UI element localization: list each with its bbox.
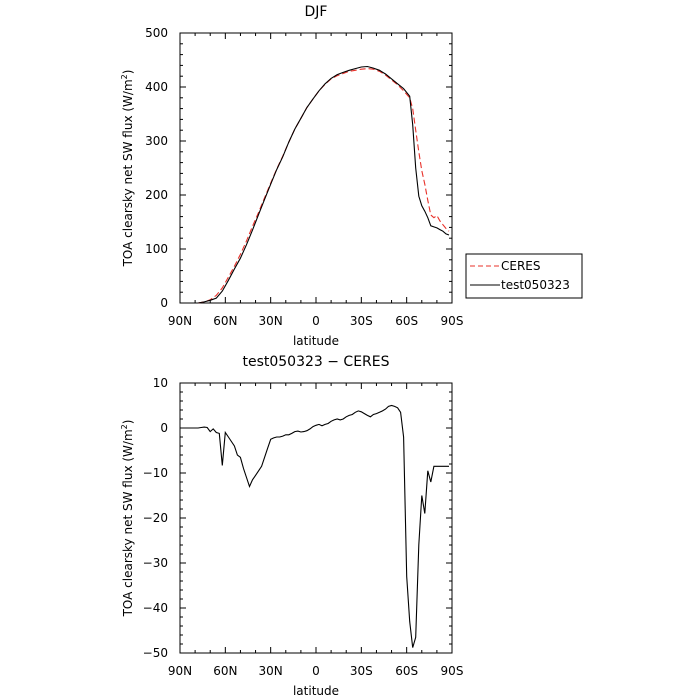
y-tick-label: 10: [153, 376, 168, 390]
y-tick-label: −10: [143, 466, 168, 480]
x-tick-label: 60N: [213, 314, 237, 328]
x-tick-label: 90S: [441, 314, 464, 328]
difference-line: [180, 404, 449, 648]
y-axis-label: TOA clearsky net SW flux (W/m2): [120, 70, 135, 268]
y-axis-label-main: TOA clearsky net SW flux (W/m: [121, 79, 135, 267]
y-tick-label: 0: [160, 296, 168, 310]
chart-title: DJF: [305, 4, 328, 20]
chart-panel-1: DJF 90N 60N 30N 0 30S 60S 90S 0 100 200 300 400 500 la…: [120, 4, 583, 348]
series-line-ceres: [198, 68, 450, 304]
x-tick-label: 30S: [350, 664, 373, 678]
plot-frame: [179, 32, 453, 304]
y-tick-label: 500: [145, 26, 168, 40]
x-tick-label: 0: [312, 664, 320, 678]
y-axis-label-close: ): [121, 70, 135, 75]
y-axis-label-superscript: 2: [120, 424, 129, 429]
x-tick-label: 90S: [441, 664, 464, 678]
y-tick-label: 300: [145, 134, 168, 148]
y-tick-label: 200: [145, 188, 168, 202]
y-tick-label: −20: [143, 511, 168, 525]
x-tick-label: 90N: [168, 664, 192, 678]
x-tick-label: 60N: [213, 664, 237, 678]
y-tick-label: −30: [143, 556, 168, 570]
x-tick-label: 0: [312, 314, 320, 328]
plot-frame: [179, 382, 453, 654]
y-axis-label-main: TOA clearsky net SW flux (W/m: [121, 429, 135, 617]
legend-box: [465, 253, 583, 299]
y-axis-label-superscript: 2: [120, 74, 129, 79]
y-tick-label: −50: [143, 646, 168, 660]
x-tick-label: 30N: [259, 314, 283, 328]
legend: CERES test050323: [465, 253, 583, 299]
x-tick-label: 60S: [395, 314, 418, 328]
x-tick-label: 60S: [395, 664, 418, 678]
y-axis-label-close: ): [121, 420, 135, 425]
y-tick-label: 0: [160, 421, 168, 435]
y-axis-label: TOA clearsky net SW flux (W/m2): [120, 420, 135, 618]
x-axis-label: latitude: [293, 684, 339, 698]
y-tick-label: 100: [145, 242, 168, 256]
chart-panel-2: test050323 − CERES 90N 60N 30N 0 30S 60S 90S −50…: [120, 354, 463, 698]
legend-label: test050323: [501, 278, 570, 292]
series-line-test050323: [198, 65, 450, 304]
x-tick-label: 30N: [259, 664, 283, 678]
x-tick-label: 90N: [168, 314, 192, 328]
chart-title: test050323 − CERES: [242, 354, 389, 370]
x-tick-label: 30S: [350, 314, 373, 328]
x-axis-label: latitude: [293, 334, 339, 348]
y-tick-label: 400: [145, 80, 168, 94]
legend-label: CERES: [501, 259, 541, 273]
y-tick-label: −40: [143, 601, 168, 615]
